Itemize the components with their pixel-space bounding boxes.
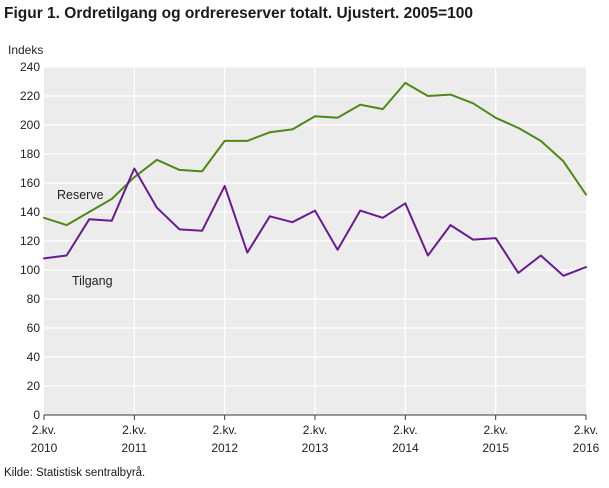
series-line-reserve <box>43 81 587 227</box>
series-label-tilgang: Tilgang <box>72 274 113 288</box>
y-tick-label: 120 <box>20 234 40 248</box>
x-tick-label-quarter: 2.kv. <box>303 423 327 437</box>
x-axis-ticks: 2.kv. 2010 2.kv. 2011 2.kv. 2012 2.kv. 2013 2.kv… <box>31 415 600 455</box>
y-tick-label: 240 <box>20 60 40 74</box>
x-tick-label-year: 2016 <box>573 441 600 455</box>
y-tick-label: 200 <box>20 118 40 132</box>
x-tick-label-year: 2011 <box>121 441 147 455</box>
source-note: Kilde: Statistisk sentralbyrå. <box>4 467 146 479</box>
x-tick-label-quarter: 2.kv. <box>393 423 417 437</box>
x-tick-label-year: 2013 <box>302 441 329 455</box>
y-tick-label: 220 <box>20 89 40 103</box>
y-tick-label: 180 <box>20 147 40 161</box>
y-tick-label: 20 <box>27 379 41 393</box>
x-tick-label-quarter: 2.kv. <box>574 423 598 437</box>
x-tick-label-quarter: 2.kv. <box>212 423 236 437</box>
y-tick-label: 100 <box>20 263 40 277</box>
y-tick-label: 140 <box>20 205 40 219</box>
x-tick-label-quarter: 2.kv. <box>483 423 507 437</box>
series-line-tilgang <box>43 167 587 277</box>
x-tick-label-year: 2010 <box>31 441 58 455</box>
series-label-reserve: Reserve <box>57 188 104 202</box>
y-tick-label: 80 <box>27 292 41 306</box>
y-tick-label: 60 <box>27 321 41 335</box>
series-lines <box>43 81 587 277</box>
y-tick-label: 40 <box>27 350 41 364</box>
x-tick-label-year: 2012 <box>211 441 238 455</box>
chart-title: Figur 1. Ordretilgang og ordrereserver t… <box>4 5 474 22</box>
y-axis-label: Indeks <box>8 43 43 57</box>
x-tick-label-year: 2015 <box>482 441 509 455</box>
y-axis-ticks: 0 20 40 60 80 100 120 140 160 180 200 220 240 <box>20 60 40 422</box>
x-tick-label-year: 2014 <box>392 441 419 455</box>
x-tick-label-quarter: 2.kv. <box>122 423 146 437</box>
x-tick-label-quarter: 2.kv. <box>32 423 56 437</box>
y-tick-label: 0 <box>33 408 40 422</box>
y-tick-label: 160 <box>20 176 40 190</box>
